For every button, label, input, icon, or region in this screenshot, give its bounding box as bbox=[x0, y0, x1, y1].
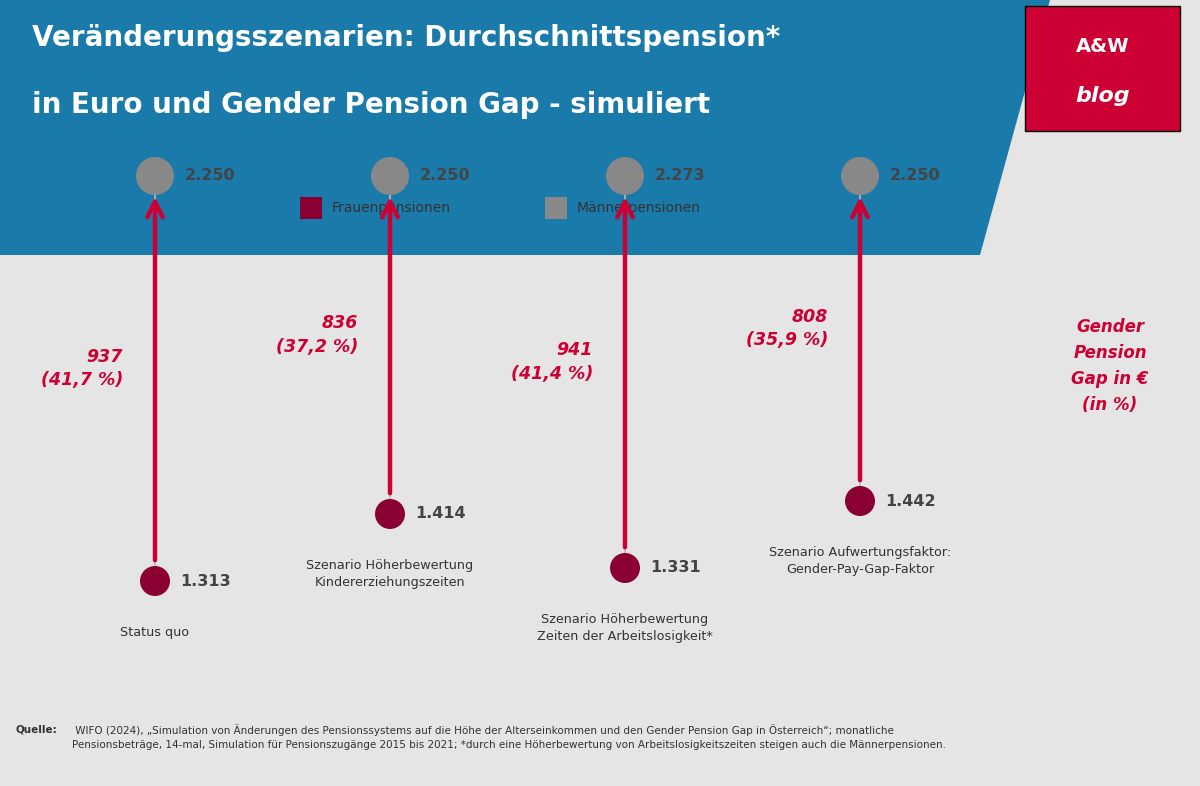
Text: Status quo: Status quo bbox=[120, 626, 190, 639]
Bar bbox=[300, 197, 322, 219]
FancyBboxPatch shape bbox=[1025, 6, 1180, 131]
Text: Quelle:: Quelle: bbox=[14, 724, 56, 734]
Bar bbox=[545, 197, 568, 219]
Text: 2.250: 2.250 bbox=[890, 168, 941, 183]
Text: 808
(35,9 %): 808 (35,9 %) bbox=[745, 307, 828, 349]
Polygon shape bbox=[0, 0, 1050, 255]
Circle shape bbox=[136, 157, 174, 195]
Text: Szenario Höherbewertung
Zeiten der Arbeitslosigkeit*: Szenario Höherbewertung Zeiten der Arbei… bbox=[538, 613, 713, 643]
Text: A&W: A&W bbox=[1075, 36, 1129, 56]
Text: Frauenpensionen: Frauenpensionen bbox=[332, 201, 451, 215]
Text: 2.250: 2.250 bbox=[420, 168, 470, 183]
Text: Männerpensionen: Männerpensionen bbox=[577, 201, 701, 215]
Text: 937
(41,7 %): 937 (41,7 %) bbox=[41, 347, 124, 389]
Text: Veränderungsszenarien: Durchschnittspension*: Veränderungsszenarien: Durchschnittspens… bbox=[32, 24, 780, 52]
Text: blog: blog bbox=[1075, 86, 1130, 106]
Text: 1.331: 1.331 bbox=[650, 560, 701, 575]
Text: 836
(37,2 %): 836 (37,2 %) bbox=[276, 314, 358, 356]
Text: Szenario Höherbewertung
Kindererziehungszeiten: Szenario Höherbewertung Kindererziehungs… bbox=[306, 559, 474, 589]
Text: 2.273: 2.273 bbox=[655, 168, 706, 183]
Circle shape bbox=[841, 157, 878, 195]
Text: in Euro und Gender Pension Gap - simuliert: in Euro und Gender Pension Gap - simulie… bbox=[32, 91, 710, 119]
Circle shape bbox=[371, 157, 409, 195]
Text: Szenario Aufwertungsfaktor:
Gender-Pay-Gap-Faktor: Szenario Aufwertungsfaktor: Gender-Pay-G… bbox=[769, 546, 952, 576]
Text: WIFO (2024), „Simulation von Änderungen des Pensionssystems auf die Höhe der Alt: WIFO (2024), „Simulation von Änderungen … bbox=[72, 724, 946, 751]
Text: 1.313: 1.313 bbox=[180, 574, 230, 589]
Text: Gender
Pension
Gap in €
(in %): Gender Pension Gap in € (in %) bbox=[1072, 318, 1148, 413]
Circle shape bbox=[374, 499, 406, 529]
Text: 1.414: 1.414 bbox=[415, 506, 466, 521]
Circle shape bbox=[140, 566, 170, 596]
Text: 1.442: 1.442 bbox=[886, 494, 936, 509]
Circle shape bbox=[606, 157, 644, 195]
Text: 941
(41,4 %): 941 (41,4 %) bbox=[511, 341, 593, 383]
Circle shape bbox=[845, 486, 875, 516]
Text: 2.250: 2.250 bbox=[185, 168, 235, 183]
Circle shape bbox=[610, 553, 640, 583]
